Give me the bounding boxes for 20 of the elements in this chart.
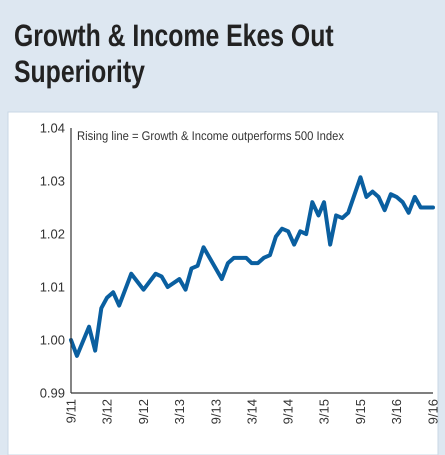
y-tick-label: 1.01 [40,280,65,295]
y-tick-label: 1.03 [40,174,65,189]
y-tick-label: 1.04 [40,120,65,136]
chart-title: Growth & Income Ekes Out Superiority [14,18,334,89]
x-tick-label: 3/14 [244,399,260,424]
y-tick-label: 1.02 [40,226,65,242]
x-tick-label: 9/11 [64,399,79,424]
x-tick-label: 9/14 [280,399,296,424]
x-tick-label: 9/16 [426,399,441,424]
x-tick-label: 3/12 [100,399,115,424]
x-tick-label: 3/16 [389,399,404,424]
y-tick-label: 1.00 [40,332,65,348]
x-tick-label: 3/13 [172,399,187,424]
line-series [69,175,435,358]
annotation: Rising line = Growth & Income outperforms 500 Index [77,128,344,144]
x-tick-label: 9/13 [208,399,224,424]
x-tick-label: 3/15 [316,399,332,424]
y-tick-label: 0.99 [40,386,65,401]
x-tick-label: 9/15 [353,399,368,424]
x-tick-label: 9/12 [136,399,152,424]
